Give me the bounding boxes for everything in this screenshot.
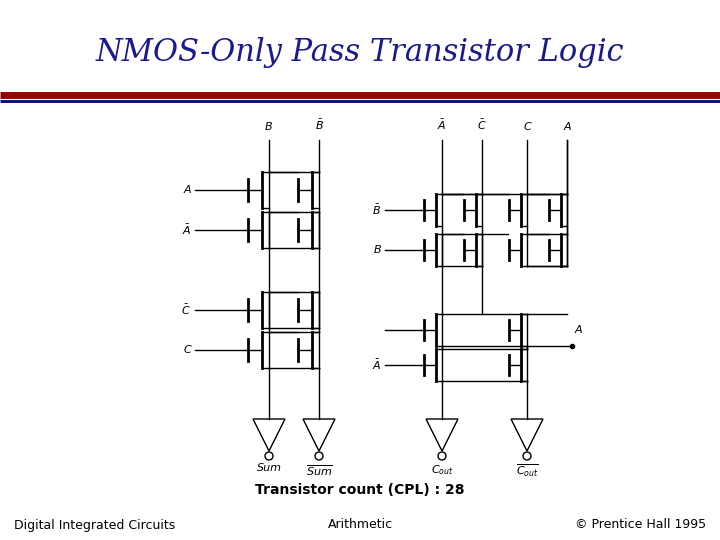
Text: © Prentice Hall 1995: © Prentice Hall 1995 [575, 518, 706, 531]
Text: B: B [265, 122, 273, 132]
Text: $\overline{Sum}$: $\overline{Sum}$ [305, 463, 333, 478]
Text: $\bar{A}$: $\bar{A}$ [181, 223, 191, 237]
Text: $\bar{A}$: $\bar{A}$ [437, 118, 446, 132]
Text: $\bar{B}$: $\bar{B}$ [315, 118, 323, 132]
Text: $\bar{C}$: $\bar{C}$ [181, 303, 191, 317]
Text: $\bar{C}$: $\bar{C}$ [477, 118, 487, 132]
Text: Sum: Sum [256, 463, 282, 473]
Text: A: A [575, 325, 582, 335]
Text: C: C [184, 345, 191, 355]
Text: A: A [184, 185, 191, 195]
Text: $\bar{A}$: $\bar{A}$ [372, 358, 381, 372]
Text: $\bar{B}$: $\bar{B}$ [372, 203, 381, 217]
Text: B: B [374, 245, 381, 255]
Text: A: A [563, 122, 571, 132]
Text: NMOS-Only Pass Transistor Logic: NMOS-Only Pass Transistor Logic [96, 37, 624, 68]
Text: Digital Integrated Circuits: Digital Integrated Circuits [14, 518, 175, 531]
Text: C: C [523, 122, 531, 132]
Text: $\overline{C_{out}}$: $\overline{C_{out}}$ [516, 463, 539, 480]
Text: Arithmetic: Arithmetic [328, 518, 392, 531]
Text: $C_{out}$: $C_{out}$ [431, 463, 454, 477]
Text: Transistor count (CPL) : 28: Transistor count (CPL) : 28 [256, 483, 464, 497]
